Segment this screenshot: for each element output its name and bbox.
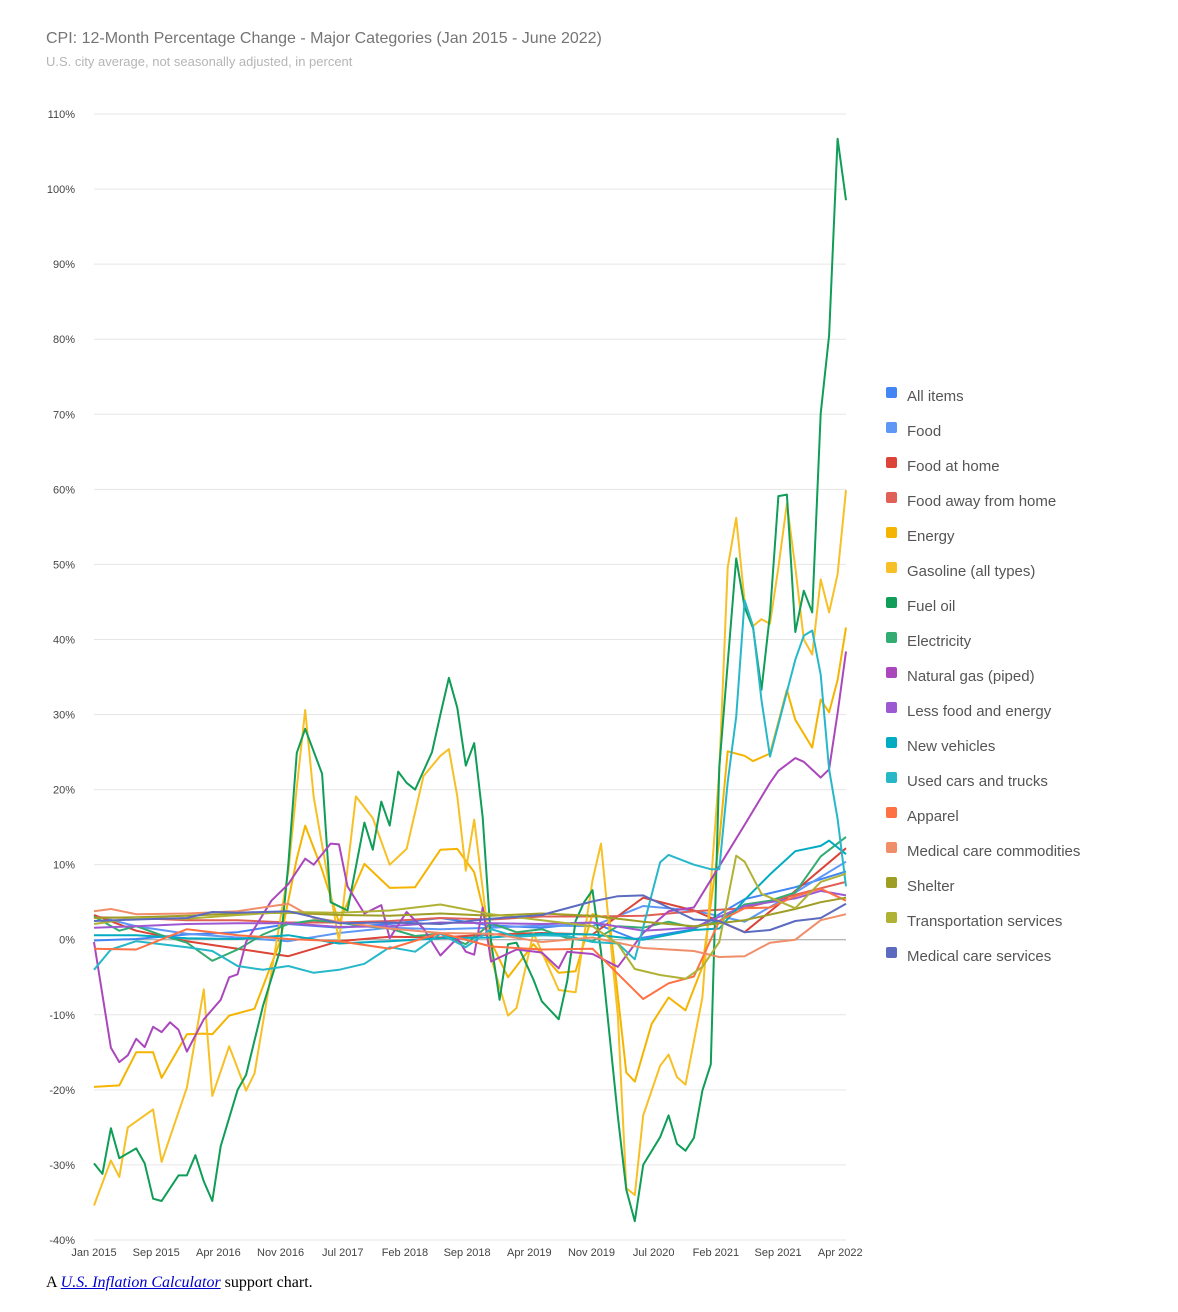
- footer-credit: A U.S. Inflation Calculator support char…: [46, 1274, 313, 1292]
- chart-subtitle: U.S. city average, not seasonally adjust…: [46, 54, 353, 69]
- legend-swatch-fuel-oil: [886, 597, 897, 608]
- x-tick-label: Sep 2015: [133, 1247, 180, 1259]
- series-line-medical-care-commodities: [93, 902, 847, 958]
- legend-swatch-medical-care-commodities: [886, 842, 897, 853]
- legend-label-apparel: Apparel: [907, 808, 959, 825]
- legend-swatch-food-at-home: [886, 457, 897, 468]
- x-tick-label: Jan 2015: [71, 1247, 116, 1259]
- y-axis-tick-labels: -40% -30% -20% -10% 0% 10% 20% 30% 40% 50% 60% 70% 8…: [47, 109, 75, 1247]
- legend-swatch-food-away-from-home: [886, 492, 897, 503]
- legend-label-medical-care-commodities: Medical care commodities: [907, 843, 1080, 860]
- legend-label-new-vehicles: New vehicles: [907, 738, 995, 755]
- inflation-calculator-link[interactable]: U.S. Inflation Calculator: [60, 1274, 221, 1291]
- y-tick-label: 90%: [53, 259, 75, 271]
- y-tick-label: -20%: [49, 1085, 75, 1097]
- legend-label-all-items: All items: [907, 388, 964, 405]
- legend-label-less-food-and-energy: Less food and energy: [907, 703, 1052, 720]
- y-tick-label: 70%: [53, 409, 75, 421]
- series-line-energy: [93, 627, 847, 1088]
- legend-swatch-new-vehicles: [886, 737, 897, 748]
- x-tick-label: Apr 2019: [507, 1247, 552, 1259]
- legend-swatch-transportation-services: [886, 912, 897, 923]
- legend-label-food-away-from-home: Food away from home: [907, 493, 1056, 510]
- series-line-new-vehicles: [94, 839, 847, 945]
- legend-swatch-used-cars-and-trucks: [886, 772, 897, 783]
- series-lines: [93, 137, 847, 1223]
- series-line-all-items: [93, 870, 847, 942]
- y-tick-label: 10%: [53, 860, 75, 872]
- x-tick-label: Feb 2018: [382, 1247, 428, 1259]
- legend-label-food: Food: [907, 423, 941, 440]
- legend-swatch-natural-gas-piped: [886, 667, 897, 678]
- series-line-apparel: [93, 887, 847, 1000]
- y-tick-label: 50%: [53, 559, 75, 571]
- series-line-used-cars-and-trucks: [93, 599, 847, 974]
- legend-label-food-at-home: Food at home: [907, 458, 1000, 475]
- legend-swatch-electricity: [886, 632, 897, 643]
- legend-label-transportation-services: Transportation services: [907, 913, 1062, 930]
- series-line-gasoline-all-types: [93, 490, 847, 1206]
- legend-label-gasoline-all-types: Gasoline (all types): [907, 563, 1035, 580]
- series-line-electricity: [93, 836, 847, 962]
- series-line-shelter: [93, 896, 847, 928]
- legend-swatch-energy: [886, 527, 897, 538]
- x-tick-label: Sep 2018: [444, 1247, 491, 1259]
- y-tick-label: -10%: [49, 1010, 75, 1022]
- legend-label-natural-gas-piped: Natural gas (piped): [907, 668, 1035, 685]
- series-line-less-food-and-energy: [93, 889, 847, 932]
- y-tick-label: 40%: [53, 634, 75, 646]
- gridlines: [94, 113, 846, 1241]
- legend-swatch-medical-care-services: [886, 947, 897, 958]
- series-line-food-away-from-home: [93, 880, 847, 924]
- legend-swatch-gasoline-all-types: [886, 562, 897, 573]
- y-tick-label: 100%: [47, 184, 75, 196]
- x-tick-label: Jul 2020: [633, 1247, 675, 1259]
- legend-label-medical-care-services: Medical care services: [907, 948, 1051, 965]
- series-line-medical-care-services: [93, 894, 847, 934]
- legend-swatch-shelter: [886, 877, 897, 888]
- y-tick-label: 60%: [53, 484, 75, 496]
- cpi-line-chart: -40% -30% -20% -10% 0% 10% 20% 30% 40% 50% 60% 70% 8…: [47, 109, 1081, 1259]
- legend-label-energy: Energy: [907, 528, 955, 545]
- legend: All items Food Food at home Food away from …: [886, 387, 1080, 965]
- series-line-natural-gas-piped: [93, 651, 847, 1064]
- y-tick-label: 80%: [53, 334, 75, 346]
- y-tick-label: 30%: [53, 710, 75, 722]
- series-line-fuel-oil: [93, 137, 847, 1223]
- legend-label-electricity: Electricity: [907, 633, 972, 650]
- x-tick-label: Apr 2022: [818, 1247, 863, 1259]
- legend-swatch-apparel: [886, 807, 897, 818]
- legend-label-fuel-oil: Fuel oil: [907, 598, 955, 615]
- legend-swatch-food: [886, 422, 897, 433]
- x-axis-tick-labels: Jan 2015 Sep 2015 Apr 2016 Nov 2016 Jul 2017…: [71, 1247, 862, 1259]
- x-tick-label: Feb 2021: [693, 1247, 739, 1259]
- series-line-transportation-services: [93, 854, 847, 980]
- y-tick-label: -30%: [49, 1160, 75, 1172]
- chart-title: CPI: 12-Month Percentage Change - Major …: [46, 30, 602, 47]
- x-tick-label: Nov 2019: [568, 1247, 615, 1259]
- y-tick-label: -40%: [49, 1235, 75, 1247]
- footer-suffix: support chart.: [224, 1274, 313, 1291]
- y-tick-label: 0%: [59, 935, 75, 947]
- footer-prefix: A: [46, 1274, 57, 1291]
- legend-label-shelter: Shelter: [907, 878, 955, 895]
- x-tick-label: Sep 2021: [755, 1247, 802, 1259]
- y-tick-label: 20%: [53, 785, 75, 797]
- x-tick-label: Jul 2017: [322, 1247, 364, 1259]
- legend-swatch-less-food-and-energy: [886, 702, 897, 713]
- x-tick-label: Apr 2016: [196, 1247, 241, 1259]
- legend-label-used-cars-and-trucks: Used cars and trucks: [907, 773, 1048, 790]
- legend-swatch-all-items: [886, 387, 897, 398]
- x-tick-label: Nov 2016: [257, 1247, 304, 1259]
- y-tick-label: 110%: [48, 109, 76, 121]
